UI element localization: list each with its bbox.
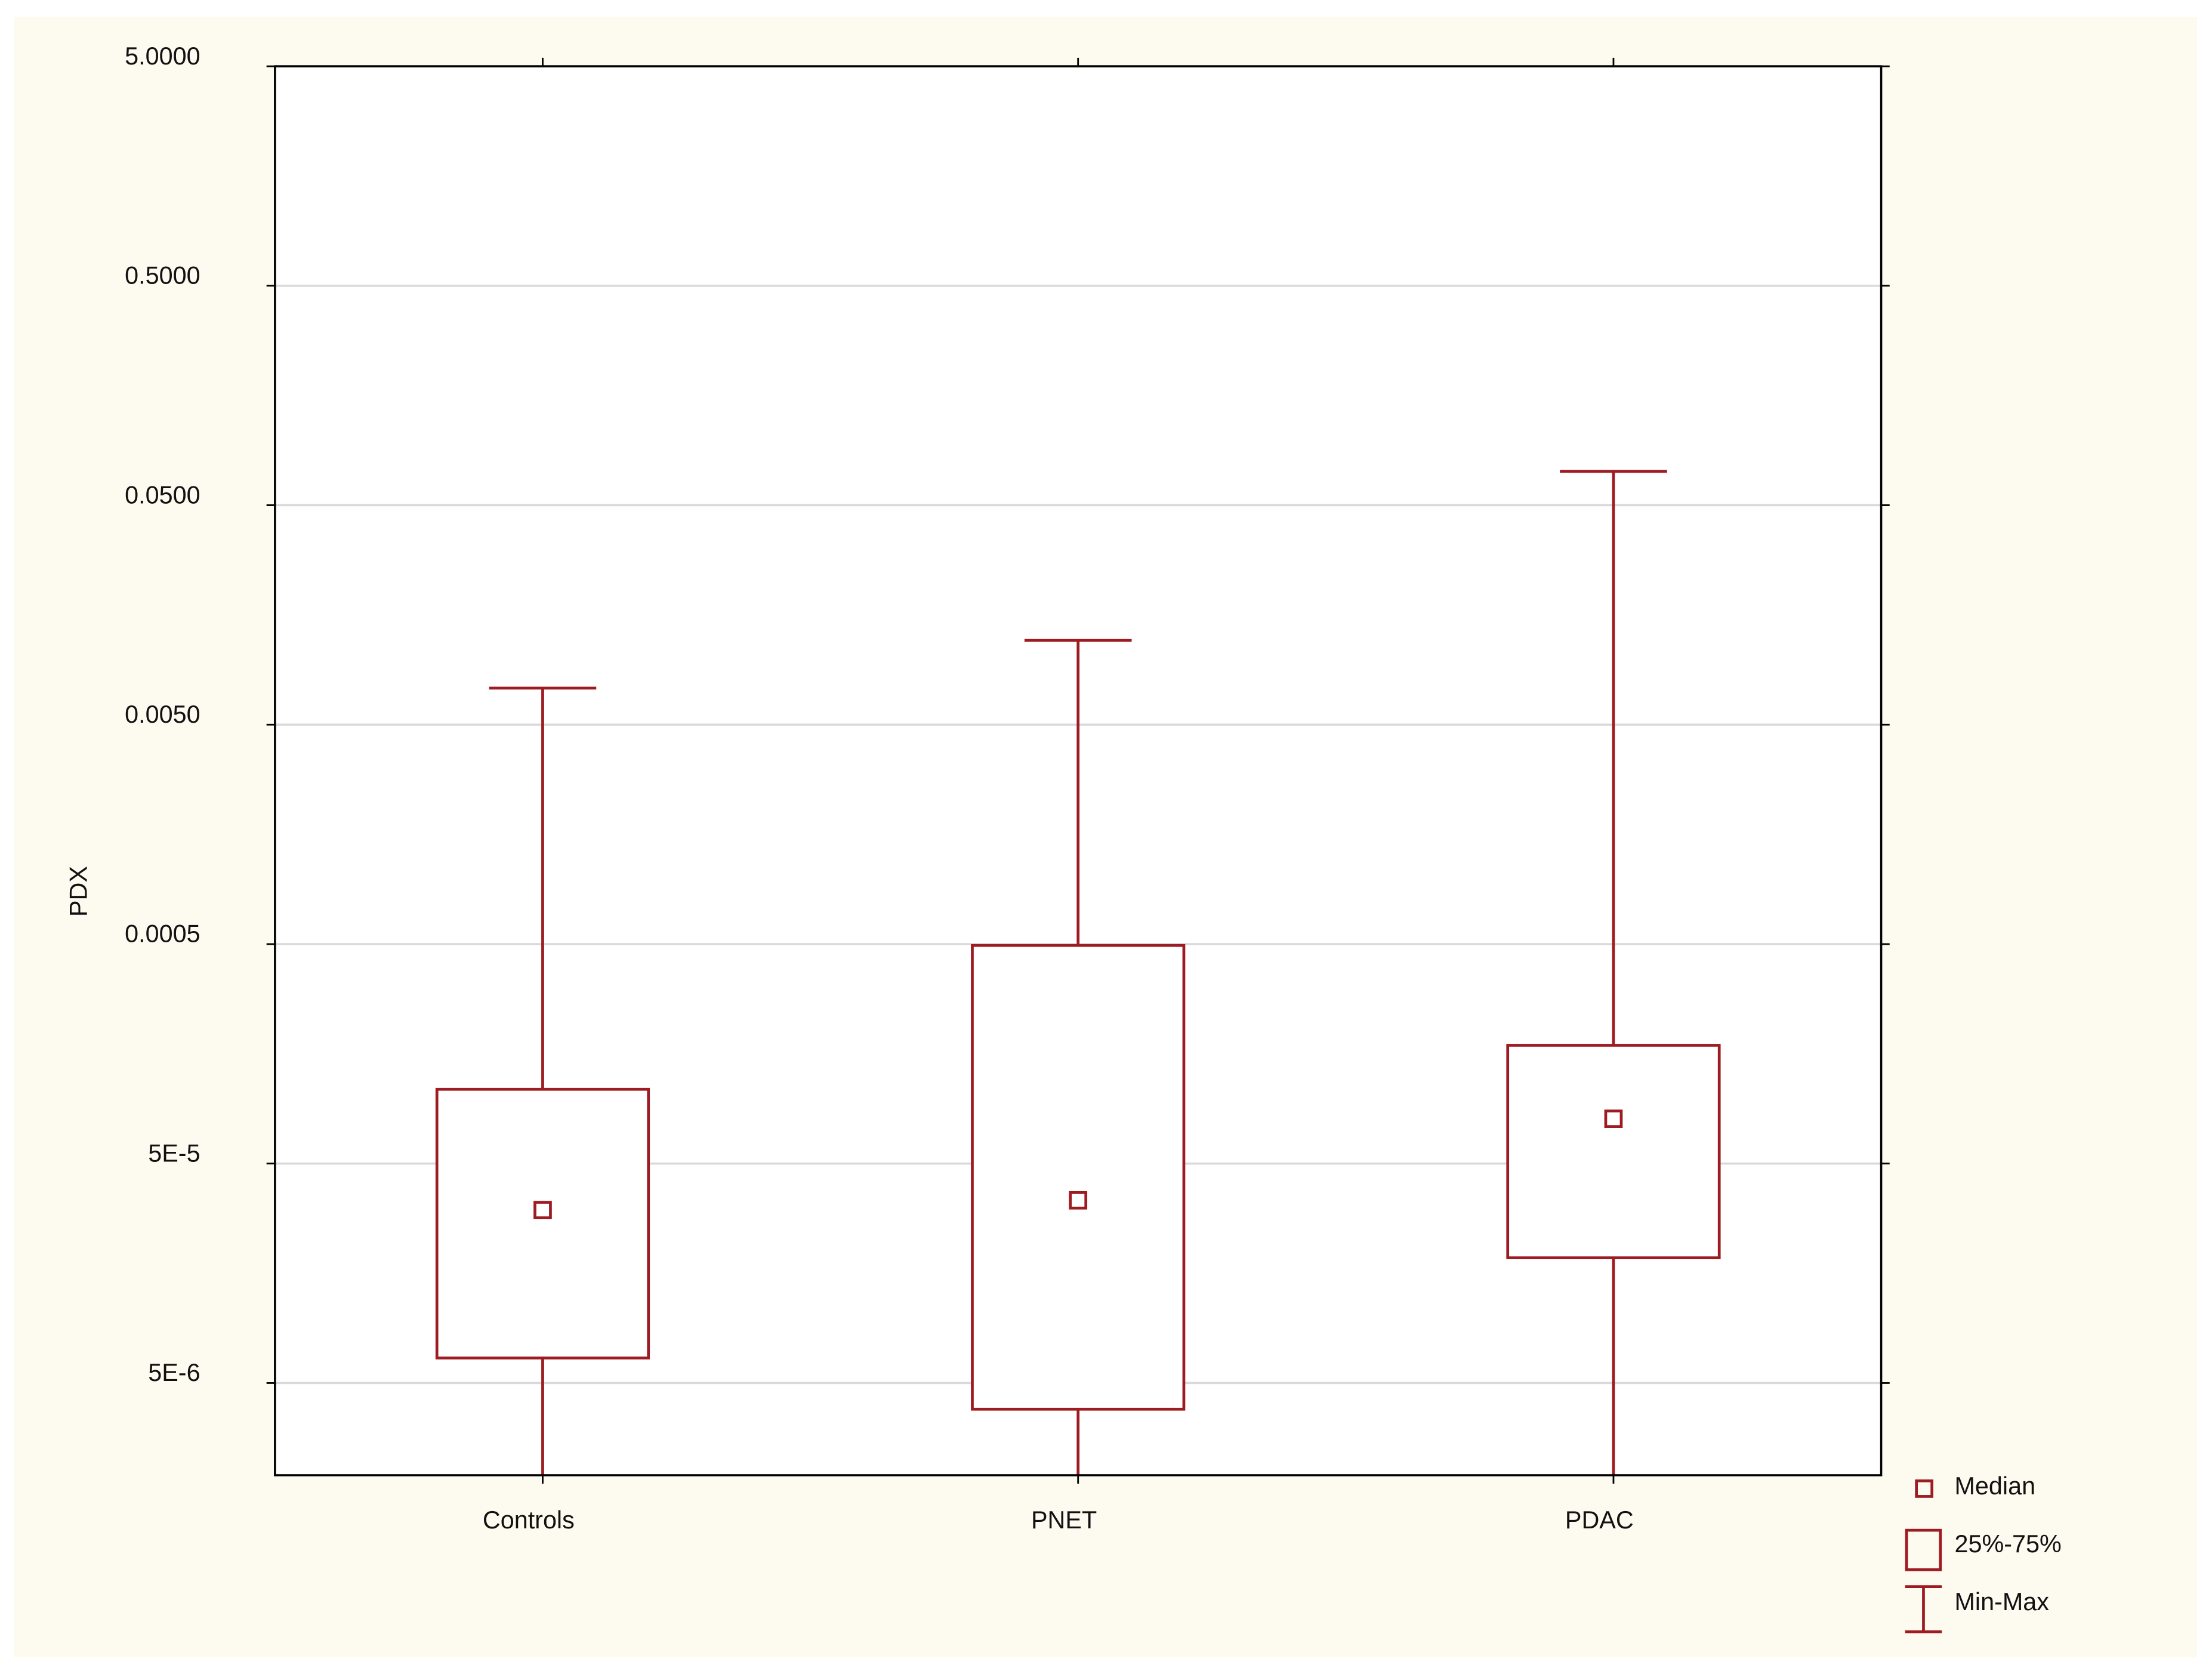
legend-label: 25%-75% (1954, 1530, 2061, 1558)
x-tick-label: PNET (1031, 1506, 1097, 1534)
iqr-box (1506, 1044, 1721, 1260)
y-tick-label: 5E-6 (148, 1359, 200, 1386)
median-marker (1069, 1191, 1088, 1210)
y-tick-label: 5.0000 (125, 42, 200, 70)
y-tick-label: 0.0005 (125, 920, 200, 948)
median-marker (533, 1201, 552, 1219)
legend-label: Min-Max (1954, 1588, 2049, 1615)
y-tick-label: 0.0050 (125, 701, 200, 728)
iqr-box (435, 1087, 650, 1359)
y-tick-label: 5E-5 (148, 1139, 200, 1167)
x-tick-label: Controls (483, 1506, 575, 1534)
y-tick-label: 0.5000 (125, 262, 200, 289)
median-marker (1604, 1109, 1623, 1129)
legend-box-icon (1905, 1528, 1942, 1571)
x-tick-label: PDAC (1565, 1506, 1634, 1534)
plot-clip-group (435, 470, 1721, 1475)
plot-frame (274, 65, 1883, 1476)
iqr-box (971, 944, 1186, 1411)
legend-label: Median (1954, 1472, 2035, 1500)
legend-median-icon (1915, 1479, 1934, 1498)
y-axis-label: PDX (65, 866, 92, 917)
y-tick-label: 0.0500 (125, 481, 200, 508)
